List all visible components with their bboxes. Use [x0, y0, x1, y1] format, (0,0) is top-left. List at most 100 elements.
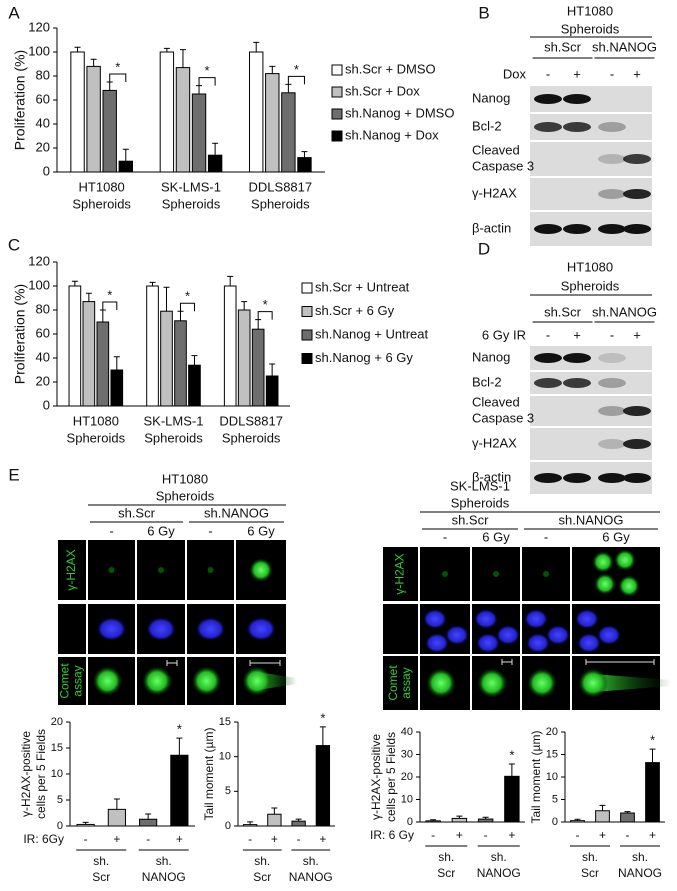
- x-tick-label: Spheroids: [162, 196, 221, 211]
- nucleus: [597, 625, 621, 645]
- group-label: sh.: [438, 850, 454, 864]
- group-label: sh.Scr: [544, 39, 582, 54]
- error-bar: [301, 151, 308, 158]
- blot-band: [563, 473, 591, 483]
- nucleus: [524, 609, 548, 629]
- legend-swatch: [301, 282, 313, 294]
- panel-label: E: [8, 465, 19, 484]
- nucleus: [445, 625, 469, 645]
- nucleus: [526, 633, 550, 653]
- annotation: *: [205, 63, 210, 78]
- blot-band: [598, 189, 626, 199]
- nucleus: [246, 617, 276, 641]
- error-bar: [176, 737, 183, 756]
- panel-title: HT1080: [162, 471, 208, 486]
- bar: [70, 51, 85, 173]
- error-bar: [85, 292, 92, 302]
- lane-label: +: [633, 327, 641, 342]
- bar: [191, 93, 207, 173]
- row-label: assay: [71, 665, 85, 696]
- bar: [620, 812, 635, 823]
- error-bar: [163, 286, 170, 312]
- lane-label: +: [573, 66, 581, 81]
- y-tick-label: 15: [546, 748, 558, 760]
- comet-head: [191, 666, 222, 696]
- annotation: *: [185, 289, 190, 304]
- significance-bracket: [102, 301, 118, 310]
- y-tick-label: 120: [28, 19, 50, 34]
- error-bar: [599, 804, 606, 811]
- error-bar: [163, 47, 170, 52]
- error-bar: [319, 726, 326, 746]
- comet-head: [527, 668, 557, 698]
- group-label: sh.: [491, 850, 507, 864]
- error-bar: [241, 301, 248, 310]
- row-label: γ-H2AX: [64, 549, 78, 590]
- x-tick-label: -: [297, 832, 301, 846]
- panel-label: C: [8, 235, 20, 254]
- y-tick-label: 5: [225, 785, 231, 797]
- legend-label: sh.Nanog + Untreat: [315, 326, 428, 341]
- y-tick-label: 15: [51, 742, 63, 754]
- comet-head: [92, 666, 123, 696]
- x-tick-label: -: [248, 832, 252, 846]
- bar: [265, 375, 279, 407]
- error-bar: [191, 355, 198, 366]
- bar: [160, 310, 173, 407]
- legend-swatch: [331, 86, 343, 98]
- error-bar: [624, 811, 631, 813]
- x-tick-label: HT1080: [79, 179, 125, 194]
- x-tick-label: Spheroids: [72, 196, 131, 211]
- y-tick-label: 10: [401, 793, 413, 805]
- lane-label: 6 Gy: [147, 523, 175, 538]
- annotation: *: [294, 62, 299, 77]
- error-bar: [255, 319, 262, 330]
- bar: [297, 157, 312, 173]
- lane-label: -: [546, 66, 550, 81]
- panel-label: B: [478, 3, 489, 22]
- y-tick-label: 10: [546, 771, 558, 783]
- error-bar: [90, 58, 97, 67]
- error-bar: [247, 821, 254, 825]
- blot-band: [598, 224, 626, 234]
- bar: [139, 818, 158, 827]
- y-tick-label: 5: [552, 793, 558, 805]
- x-tick-label: -: [484, 828, 488, 842]
- blot-band: [623, 406, 651, 416]
- error-bar: [212, 142, 219, 156]
- lane-label: -: [610, 327, 614, 342]
- y-tick-label: 20: [546, 726, 558, 738]
- error-bar: [269, 65, 276, 74]
- y-tick-label: 100: [28, 43, 50, 58]
- foci: [108, 567, 115, 573]
- nucleus: [195, 617, 226, 641]
- row-label-box: [383, 656, 418, 710]
- significance-bracket: [109, 73, 127, 82]
- bar: [76, 823, 95, 827]
- group-label: sh.NANOG: [592, 39, 657, 54]
- error-bar: [145, 813, 152, 820]
- row-label-box: [58, 657, 86, 705]
- y-tick-label: 120: [28, 253, 50, 268]
- x-tick-label: +: [271, 832, 278, 846]
- x-tick-label: -: [431, 828, 435, 842]
- group-label: sh.Scr: [118, 505, 156, 520]
- bar: [249, 51, 264, 173]
- y-axis-label: Tail moment (µm): [529, 731, 543, 824]
- y-axis-label: Tail moment (µm): [202, 728, 216, 821]
- x-tick-label: DDLS8817: [249, 179, 313, 194]
- scale-bar: [501, 659, 513, 665]
- blot-band: [534, 353, 562, 363]
- legend-swatch: [301, 329, 313, 341]
- error-bar: [482, 816, 489, 820]
- annotation: *: [320, 710, 325, 725]
- significance-bracket: [257, 311, 273, 320]
- scale-bar: [166, 660, 178, 666]
- bar: [86, 65, 101, 173]
- annotation: *: [177, 722, 182, 737]
- nucleus: [146, 617, 176, 641]
- panel-title: Spheroids: [451, 495, 510, 510]
- scale-bar: [585, 659, 655, 665]
- bar: [207, 154, 223, 173]
- bar: [96, 321, 110, 407]
